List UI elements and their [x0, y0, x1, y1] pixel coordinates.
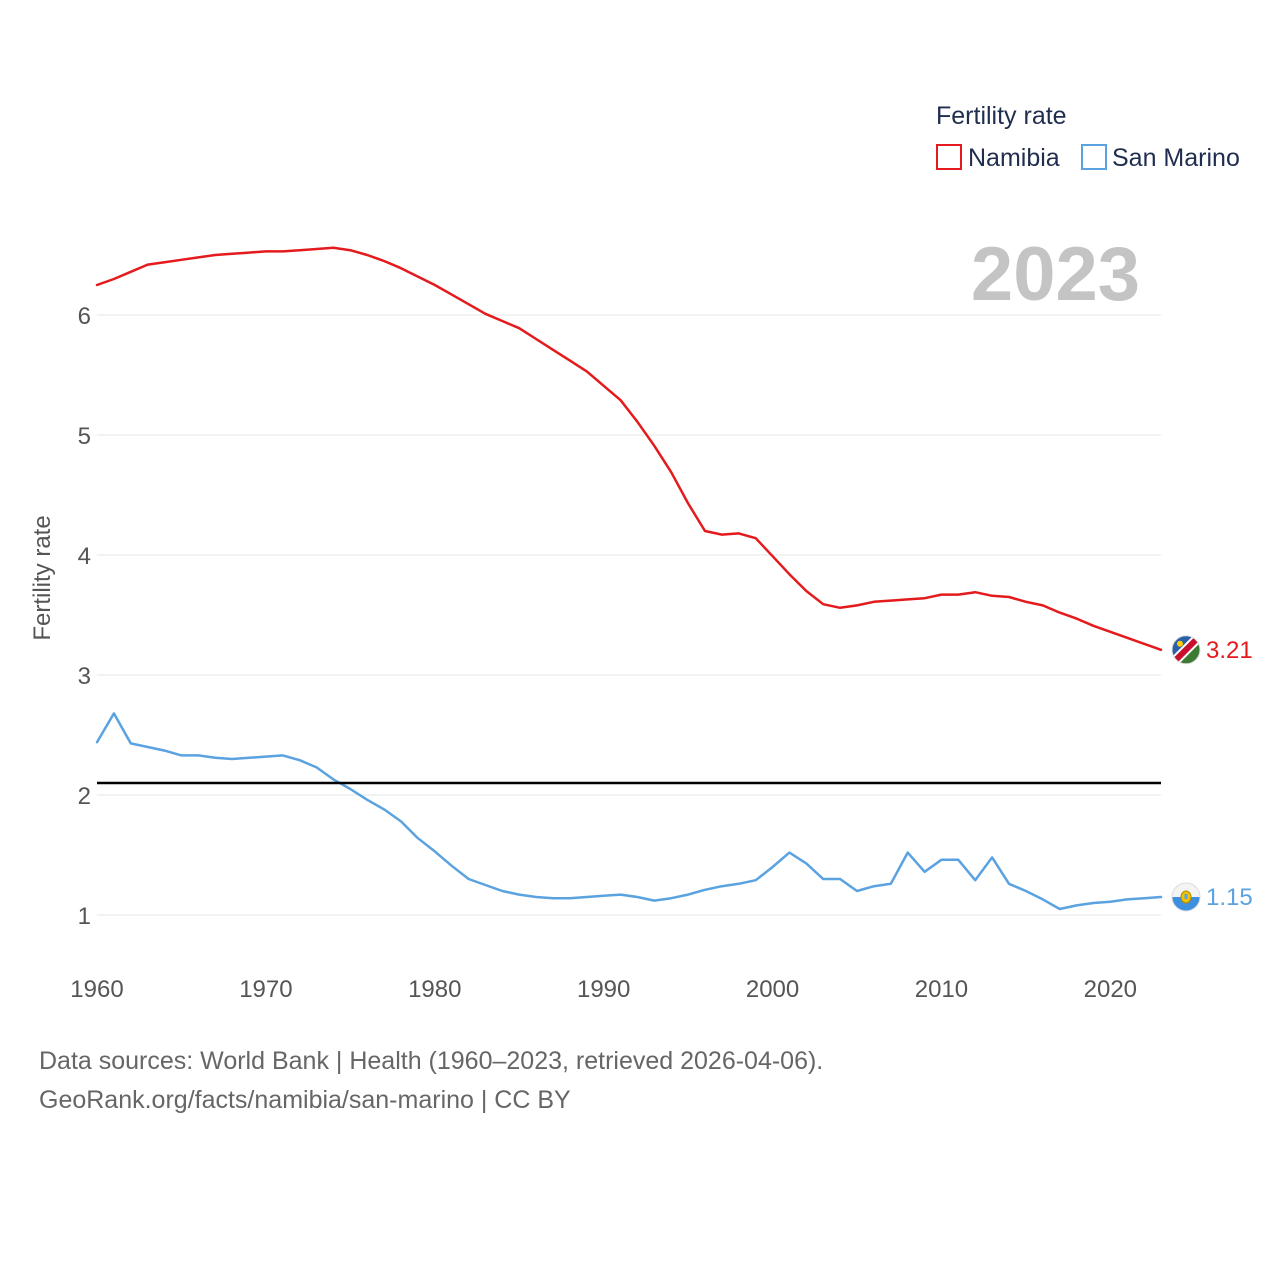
- legend-swatch-san-marino: [1081, 144, 1107, 170]
- legend-item-san-marino[interactable]: San Marino: [1081, 144, 1240, 172]
- source-line-2[interactable]: GeoRank.org/facts/namibia/san-marino | C…: [39, 1086, 571, 1114]
- series-lines: [95, 246, 1163, 911]
- series-line-san-marino[interactable]: [95, 712, 1163, 911]
- y-axis-ticks: 1 2 3 4 5 6: [78, 303, 91, 930]
- namibia-flag-icon: [1171, 635, 1201, 665]
- legend: Fertility rate Namibia San Marino: [936, 102, 1240, 172]
- x-tick-label: 1980: [408, 976, 461, 1003]
- legend-label-san-marino: San Marino: [1112, 144, 1240, 172]
- x-axis-ticks: 1960 1970 1980 1990 2000 2010 2020: [70, 976, 1137, 1003]
- x-tick-label: 1970: [239, 976, 292, 1003]
- x-tick-label: 1960: [70, 976, 123, 1003]
- y-tick-label: 6: [78, 303, 91, 330]
- series-line-namibia[interactable]: [95, 246, 1163, 652]
- y-tick-label: 4: [78, 543, 91, 570]
- y-tick-label: 3: [78, 663, 91, 690]
- x-tick-label: 2020: [1084, 976, 1137, 1003]
- legend-item-namibia[interactable]: Namibia: [936, 144, 1060, 172]
- year-label: 2023: [971, 232, 1140, 317]
- y-axis-title: Fertility rate: [29, 515, 56, 640]
- legend-title: Fertility rate: [936, 102, 1067, 130]
- legend-label-namibia: Namibia: [968, 144, 1060, 172]
- y-tick-label: 2: [78, 783, 91, 810]
- end-value-label-san-marino: 1.15: [1206, 884, 1253, 911]
- x-tick-label: 1990: [577, 976, 630, 1003]
- san-marino-flag-icon: [1171, 882, 1201, 912]
- x-tick-label: 2010: [915, 976, 968, 1003]
- y-tick-label: 5: [78, 423, 91, 450]
- y-tick-label: 1: [78, 903, 91, 930]
- series-end-markers: 3.21 1.15: [1171, 635, 1253, 912]
- grid: [97, 314, 1161, 916]
- legend-swatch-namibia: [936, 144, 962, 170]
- end-value-label-namibia: 3.21: [1206, 637, 1253, 664]
- x-tick-label: 2000: [746, 976, 799, 1003]
- source-line-1: Data sources: World Bank | Health (1960–…: [39, 1047, 823, 1075]
